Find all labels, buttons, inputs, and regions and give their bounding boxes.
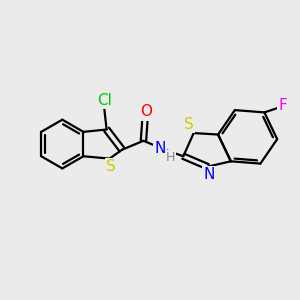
Text: H: H bbox=[166, 151, 175, 164]
Text: O: O bbox=[140, 104, 152, 119]
Text: S: S bbox=[106, 159, 116, 174]
Text: N: N bbox=[203, 167, 215, 182]
Text: N: N bbox=[155, 141, 166, 156]
Text: Cl: Cl bbox=[97, 93, 112, 108]
Text: S: S bbox=[184, 117, 194, 132]
Text: F: F bbox=[278, 98, 287, 113]
